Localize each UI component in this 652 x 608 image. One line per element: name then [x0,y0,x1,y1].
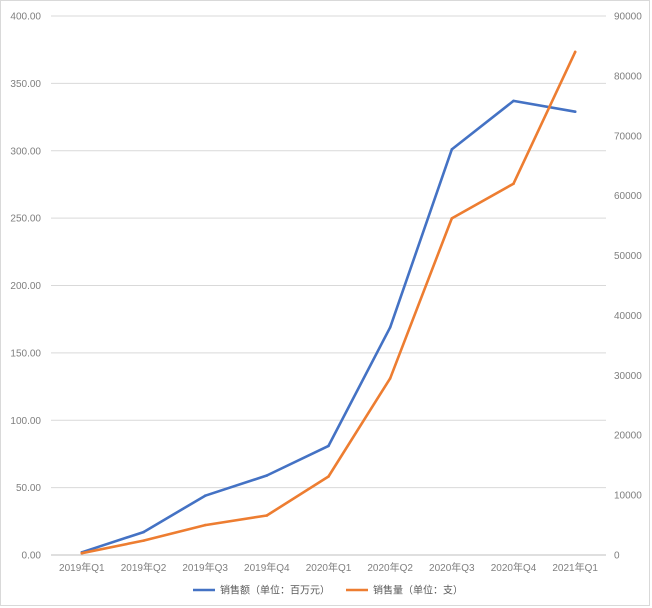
data-point [388,377,392,380]
data-point [203,523,207,527]
right-tick-label: 20000 [614,431,642,442]
left-axis-ticks: 0.00 50.00 100.00 150.00 200.00 250.00 300.00 3… [10,12,41,562]
gridlines [51,15,606,556]
right-tick-label: 80000 [614,71,642,82]
data-point [450,148,454,151]
x-tick-label: 2021年Q1 [552,561,598,574]
x-tick-label: 2020年Q2 [367,561,413,574]
x-tick-label: 2019年Q2 [121,561,167,574]
right-tick-label: 40000 [614,311,642,322]
left-tick-label: 150.00 [10,348,41,359]
legend-label: 销售额（单位：百万元） [220,584,330,597]
data-point [388,325,392,329]
data-point [450,217,454,220]
left-tick-label: 350.00 [10,79,41,90]
data-point [573,110,577,113]
x-axis-ticks: 2019年Q1 2019年Q2 2019年Q3 2019年Q4 2020年Q1 2020年… [59,561,598,574]
left-tick-label: 300.00 [10,146,41,157]
data-point [80,551,84,555]
legend: 销售额（单位：百万元） 销售量（单位：支） [193,584,463,597]
data-point [265,474,269,477]
x-tick-label: 2020年Q4 [491,561,537,574]
x-tick-label: 2020年Q1 [306,561,352,574]
series-line-2 [80,50,577,555]
x-tick-label: 2019年Q1 [59,561,105,574]
right-tick-label: 0 [614,551,620,562]
left-tick-label: 400.00 [10,12,41,23]
x-tick-label: 2020年Q3 [429,561,475,574]
series-line-1 [80,99,577,554]
legend-label: 销售量（单位：支） [373,584,463,597]
data-point [142,539,145,542]
data-point [265,514,269,517]
series-lines [80,50,577,555]
right-tick-label: 50000 [614,251,642,262]
right-axis-ticks: 0 10000 20000 30000 40000 50000 60000 70000 8000… [614,12,642,562]
right-tick-label: 60000 [614,191,642,202]
left-tick-label: 100.00 [10,416,41,427]
right-tick-label: 90000 [614,12,642,23]
left-tick-label: 0.00 [22,551,42,562]
right-tick-label: 70000 [614,131,642,142]
data-point [327,475,330,478]
x-tick-label: 2019年Q3 [182,561,228,574]
data-point [573,50,577,54]
data-point [203,494,207,498]
left-tick-label: 200.00 [10,281,41,292]
right-tick-label: 30000 [614,371,642,382]
right-tick-label: 10000 [614,491,642,502]
data-point [327,444,330,448]
left-tick-label: 50.00 [16,483,41,494]
x-tick-label: 2019年Q4 [244,561,290,574]
data-point [512,182,515,185]
left-tick-label: 250.00 [10,214,41,225]
data-point [512,99,515,103]
data-point [142,530,145,534]
